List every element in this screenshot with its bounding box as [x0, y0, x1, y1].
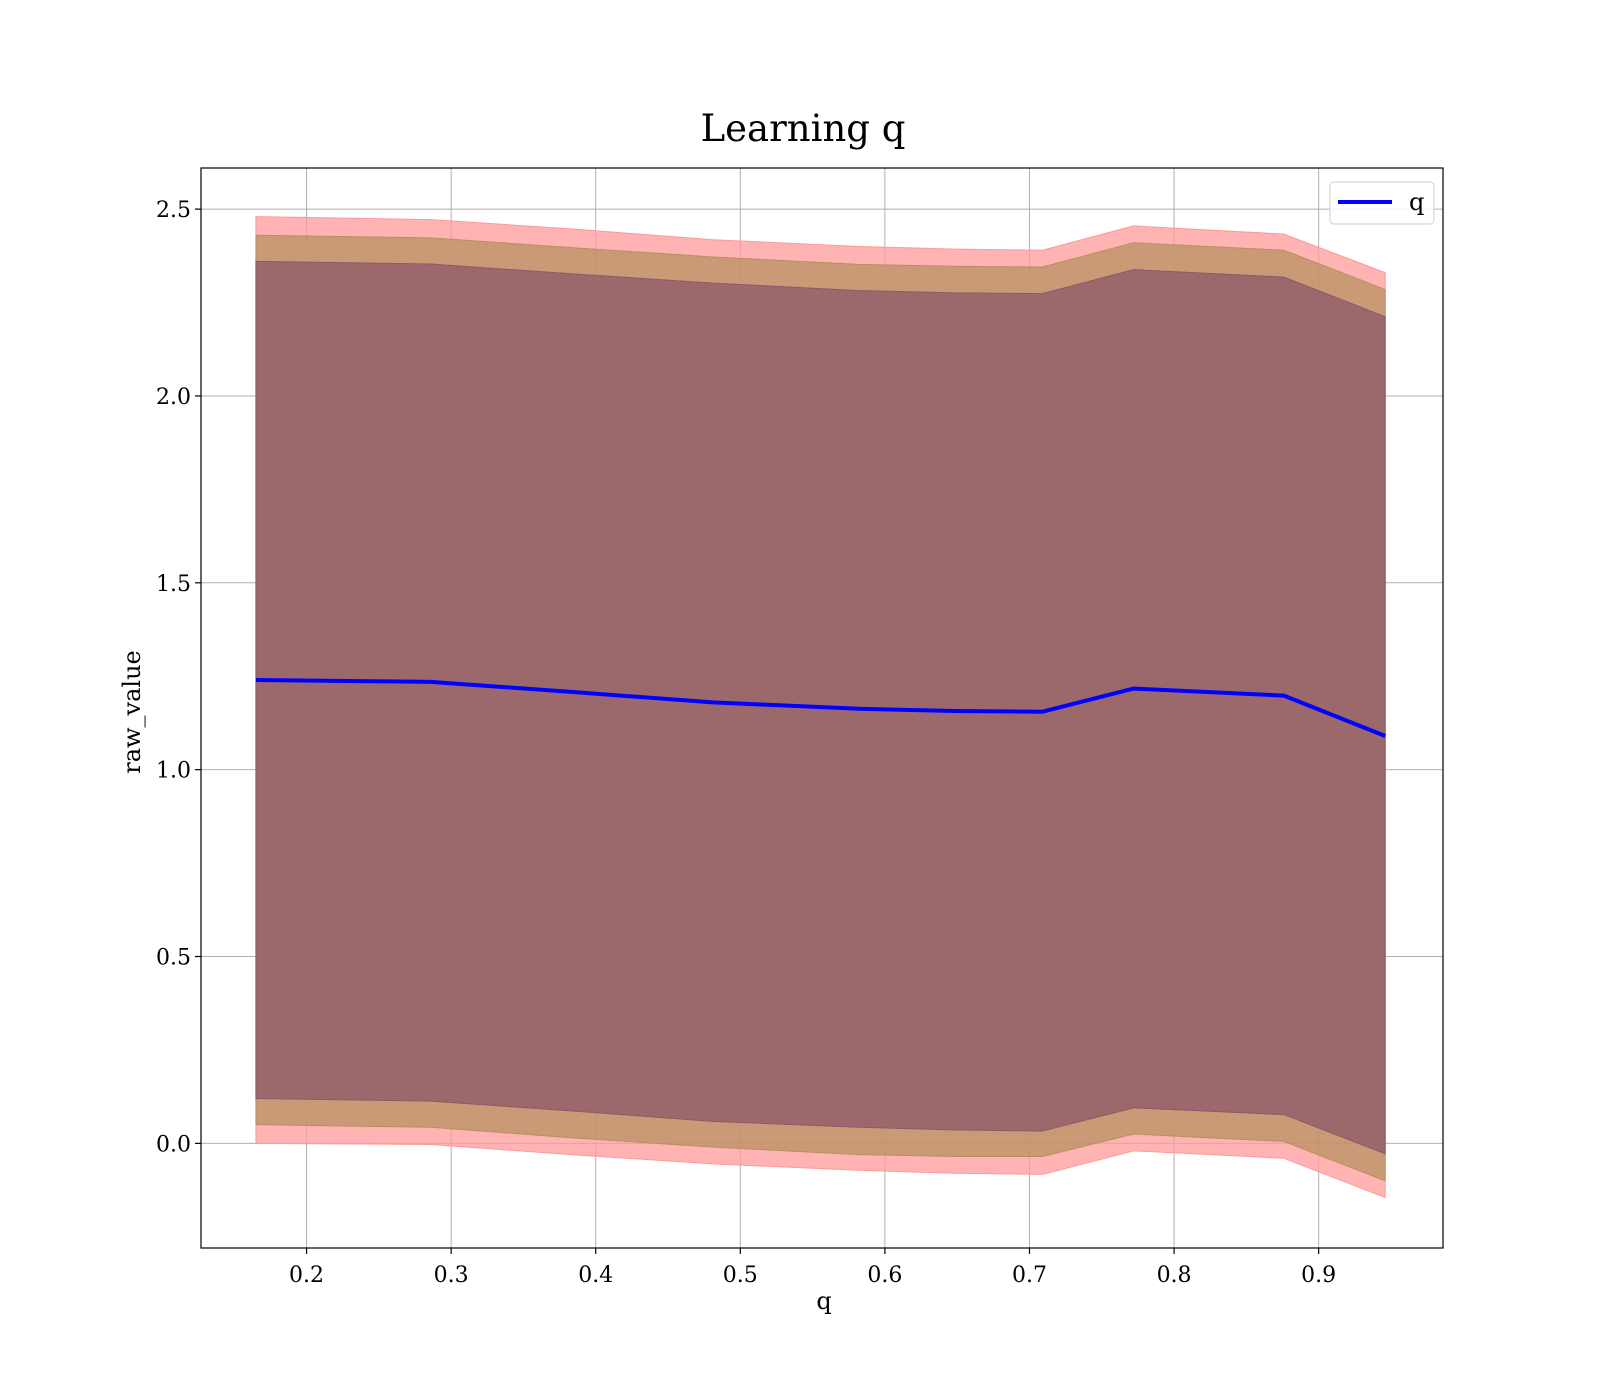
legend-label-q: q: [1409, 188, 1424, 216]
y-tick-label: 2.5: [156, 198, 191, 223]
y-tick-label: 1.0: [156, 759, 191, 784]
y-axis-ticks: 0.0 0.5 1.0 1.5 2.0 2.5: [156, 198, 201, 1157]
x-tick-label: 0.9: [1301, 1263, 1336, 1288]
series-line-q: [255, 677, 1386, 738]
x-tick-label: 0.2: [289, 1263, 324, 1288]
y-tick-label: 2.0: [156, 385, 191, 410]
y-tick-label: 1.5: [156, 572, 191, 597]
y-tick-label: 0.5: [156, 946, 191, 971]
y-tick-label: 0.0: [156, 1132, 191, 1157]
x-axis-ticks: 0.2 0.3 0.4 0.5 0.6 0.7 0.8 0.9: [289, 1248, 1336, 1288]
legend: q: [1329, 181, 1435, 225]
x-tick-label: 0.6: [867, 1263, 902, 1288]
x-tick-label: 0.4: [578, 1263, 613, 1288]
x-tick-label: 0.3: [434, 1263, 469, 1288]
chart-title: Learning q: [701, 107, 906, 150]
y-axis-label: raw_value: [118, 650, 146, 774]
x-tick-label: 0.5: [723, 1263, 758, 1288]
x-axis-label: q: [816, 1287, 831, 1315]
x-tick-label: 0.7: [1012, 1263, 1047, 1288]
series-lines: [255, 677, 1386, 738]
x-tick-label: 0.8: [1157, 1263, 1192, 1288]
plot-frame: [200, 167, 1444, 1249]
